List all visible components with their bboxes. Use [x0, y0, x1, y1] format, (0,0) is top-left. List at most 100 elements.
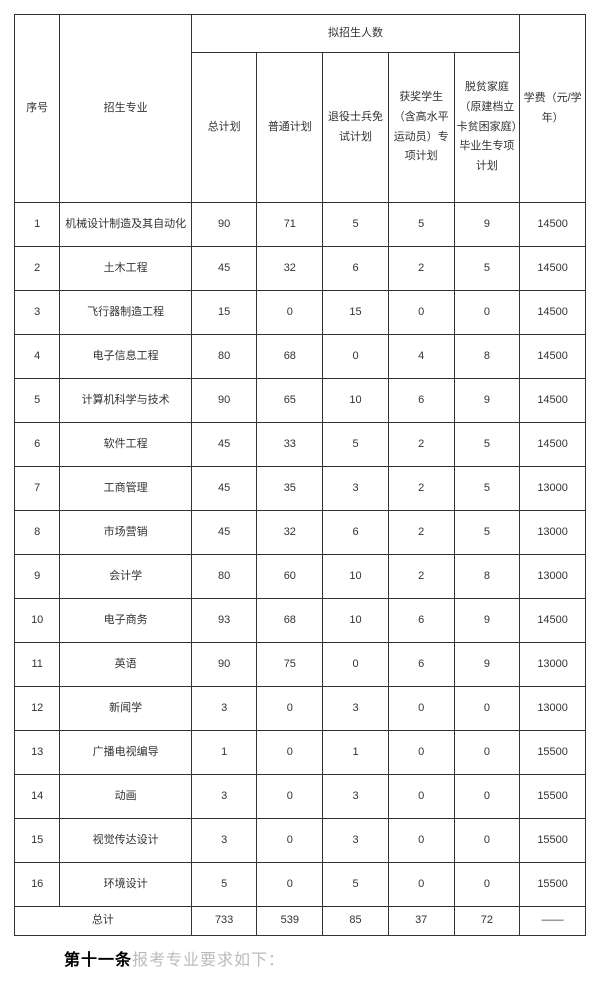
cell-seq: 12	[15, 687, 60, 731]
table-row: 1机械设计制造及其自动化907155914500	[15, 203, 586, 247]
cell-veteran: 0	[323, 643, 389, 687]
cell-normal: 65	[257, 379, 323, 423]
table-row: 11英语907506913000	[15, 643, 586, 687]
header-seq: 序号	[15, 15, 60, 203]
cell-veteran: 3	[323, 687, 389, 731]
cell-total: 45	[191, 247, 257, 291]
cell-poverty: 8	[454, 555, 520, 599]
cell-fee: 14500	[520, 247, 586, 291]
cell-seq: 9	[15, 555, 60, 599]
cell-veteran: 3	[323, 775, 389, 819]
table-row: 14动画3030015500	[15, 775, 586, 819]
cell-major: 土木工程	[60, 247, 191, 291]
cell-veteran: 0	[323, 335, 389, 379]
cell-veteran: 6	[323, 511, 389, 555]
cell-total: 90	[191, 203, 257, 247]
cell-total: 90	[191, 643, 257, 687]
cell-poverty: 0	[454, 291, 520, 335]
cell-normal: 0	[257, 775, 323, 819]
header-poverty: 脱贫家庭（原建档立卡贫困家庭）毕业生专项计划	[454, 53, 520, 203]
cell-major: 计算机科学与技术	[60, 379, 191, 423]
header-award: 获奖学生（含高水平运动员）专项计划	[388, 53, 454, 203]
header-normal: 普通计划	[257, 53, 323, 203]
cell-total: 5	[191, 863, 257, 907]
cell-normal: 0	[257, 819, 323, 863]
cell-fee: 13000	[520, 511, 586, 555]
cell-total: 3	[191, 687, 257, 731]
cell-poverty: 9	[454, 643, 520, 687]
table-row: 8市场营销453262513000	[15, 511, 586, 555]
cell-normal: 68	[257, 335, 323, 379]
footer-label: 总计	[15, 907, 192, 936]
cell-award: 6	[388, 379, 454, 423]
table-row: 6软件工程453352514500	[15, 423, 586, 467]
footer-fee: ——	[520, 907, 586, 936]
cell-seq: 13	[15, 731, 60, 775]
cell-major: 会计学	[60, 555, 191, 599]
footer-veteran: 85	[323, 907, 389, 936]
cell-seq: 10	[15, 599, 60, 643]
cell-poverty: 0	[454, 819, 520, 863]
cell-fee: 14500	[520, 335, 586, 379]
cell-major: 视觉传达设计	[60, 819, 191, 863]
cell-award: 2	[388, 511, 454, 555]
cell-veteran: 3	[323, 819, 389, 863]
cell-fee: 14500	[520, 291, 586, 335]
footer-award: 37	[388, 907, 454, 936]
cell-major: 动画	[60, 775, 191, 819]
cell-seq: 6	[15, 423, 60, 467]
cell-total: 90	[191, 379, 257, 423]
cell-seq: 5	[15, 379, 60, 423]
cell-poverty: 5	[454, 467, 520, 511]
table-row: 3飞行器制造工程150150014500	[15, 291, 586, 335]
cell-normal: 0	[257, 863, 323, 907]
cell-total: 80	[191, 335, 257, 379]
cell-award: 6	[388, 643, 454, 687]
enrollment-table: 序号 招生专业 拟招生人数 学费（元/学年） 总计划 普通计划 退役士兵免试计划…	[14, 14, 586, 936]
cell-fee: 14500	[520, 423, 586, 467]
cell-seq: 2	[15, 247, 60, 291]
cell-seq: 3	[15, 291, 60, 335]
cell-normal: 32	[257, 511, 323, 555]
cell-seq: 8	[15, 511, 60, 555]
cell-veteran: 10	[323, 599, 389, 643]
cell-award: 2	[388, 555, 454, 599]
cell-fee: 15500	[520, 731, 586, 775]
table-row: 16环境设计5050015500	[15, 863, 586, 907]
cell-fee: 13000	[520, 467, 586, 511]
cell-normal: 75	[257, 643, 323, 687]
cell-total: 45	[191, 423, 257, 467]
cell-seq: 7	[15, 467, 60, 511]
cell-poverty: 8	[454, 335, 520, 379]
cell-poverty: 0	[454, 731, 520, 775]
cell-fee: 15500	[520, 863, 586, 907]
cell-award: 0	[388, 819, 454, 863]
cell-veteran: 3	[323, 467, 389, 511]
cell-normal: 0	[257, 291, 323, 335]
table-row: 7工商管理453532513000	[15, 467, 586, 511]
cell-total: 45	[191, 467, 257, 511]
cell-total: 45	[191, 511, 257, 555]
cell-seq: 16	[15, 863, 60, 907]
cell-award: 2	[388, 423, 454, 467]
cell-seq: 11	[15, 643, 60, 687]
cell-total: 80	[191, 555, 257, 599]
cell-poverty: 9	[454, 379, 520, 423]
cell-seq: 15	[15, 819, 60, 863]
table-row: 10电子商务9368106914500	[15, 599, 586, 643]
header-major: 招生专业	[60, 15, 191, 203]
cell-major: 新闻学	[60, 687, 191, 731]
cell-veteran: 5	[323, 423, 389, 467]
table-row: 15视觉传达设计3030015500	[15, 819, 586, 863]
header-fee: 学费（元/学年）	[520, 15, 586, 203]
cell-veteran: 5	[323, 863, 389, 907]
table-body: 1机械设计制造及其自动化9071559145002土木工程45326251450…	[15, 203, 586, 907]
bottom-bold: 第十一条	[64, 952, 132, 969]
cell-fee: 14500	[520, 599, 586, 643]
cell-normal: 0	[257, 731, 323, 775]
footer-normal: 539	[257, 907, 323, 936]
table-row: 4电子信息工程806804814500	[15, 335, 586, 379]
table-row: 2土木工程453262514500	[15, 247, 586, 291]
cell-veteran: 10	[323, 555, 389, 599]
cell-award: 0	[388, 731, 454, 775]
